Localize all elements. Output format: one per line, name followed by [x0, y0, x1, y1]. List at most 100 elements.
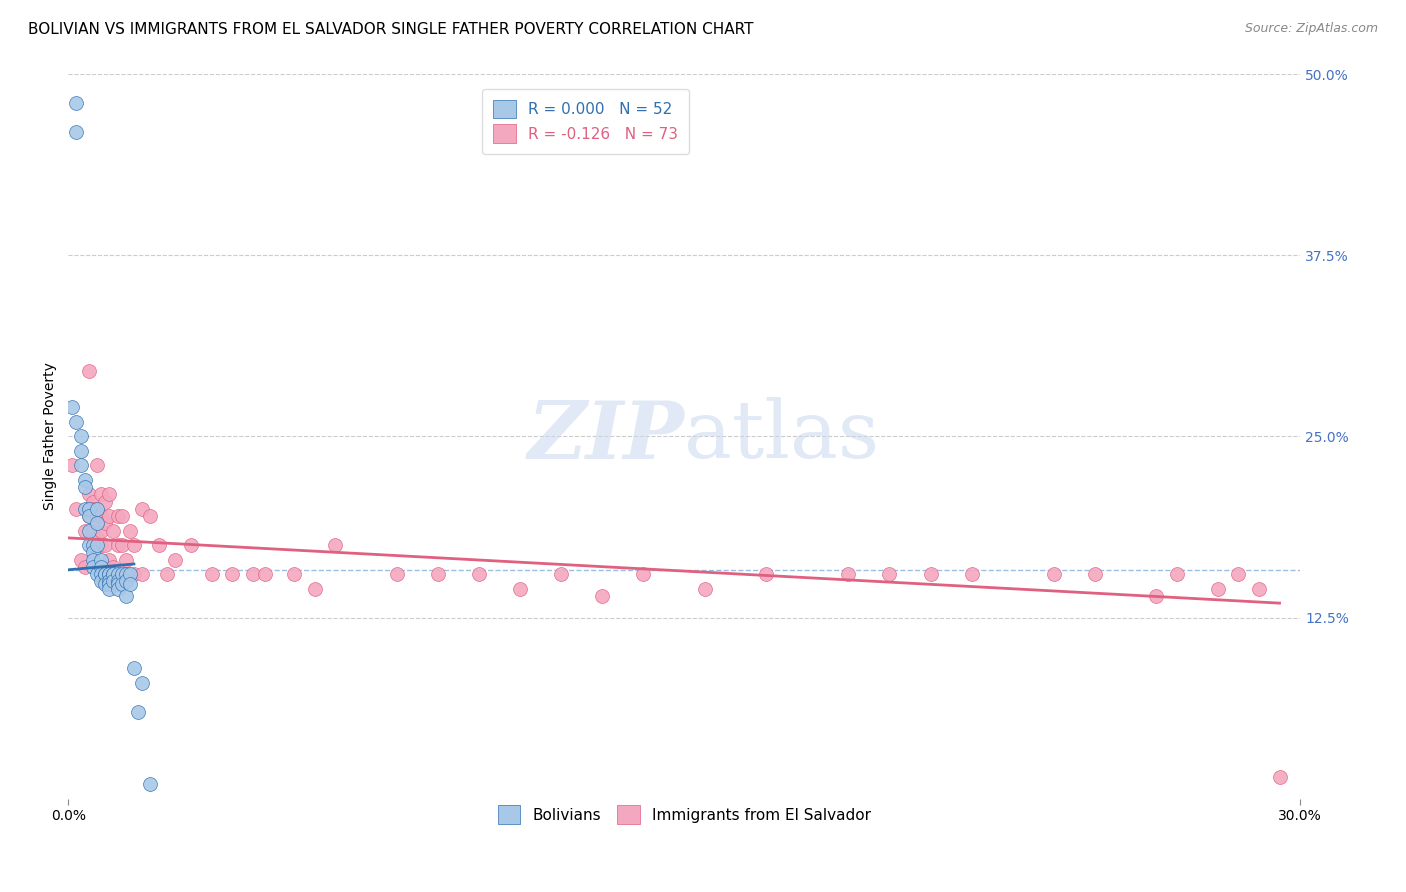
Text: atlas: atlas	[685, 398, 879, 475]
Point	[73, 502, 96, 516]
Y-axis label: Single Father Poverty: Single Father Poverty	[44, 362, 58, 510]
Point	[86, 531, 108, 545]
Point	[509, 582, 531, 596]
Point	[163, 552, 186, 566]
Point	[90, 560, 112, 574]
Point	[131, 567, 153, 582]
Point	[90, 487, 112, 501]
Text: ZIP: ZIP	[527, 398, 685, 475]
Point	[837, 567, 859, 582]
Point	[98, 577, 121, 591]
Point	[127, 705, 149, 719]
Point	[86, 458, 108, 473]
Point	[60, 458, 83, 473]
Point	[103, 524, 125, 538]
Point	[69, 458, 91, 473]
Point	[114, 574, 136, 589]
Point	[1084, 567, 1107, 582]
Point	[107, 582, 129, 596]
Point	[283, 567, 305, 582]
Point	[65, 125, 87, 139]
Point	[86, 509, 108, 524]
Point	[98, 582, 121, 596]
Point	[110, 567, 132, 582]
Point	[82, 552, 104, 566]
Point	[94, 538, 117, 552]
Point	[107, 567, 129, 582]
Point	[131, 676, 153, 690]
Point	[139, 777, 162, 791]
Point	[90, 538, 112, 552]
Point	[94, 494, 117, 508]
Point	[77, 538, 100, 552]
Point	[103, 567, 125, 582]
Point	[98, 552, 121, 566]
Point	[591, 589, 613, 603]
Point	[118, 524, 141, 538]
Point	[385, 567, 408, 582]
Point	[69, 429, 91, 443]
Point	[90, 574, 112, 589]
Point	[90, 509, 112, 524]
Point	[107, 509, 129, 524]
Point	[86, 516, 108, 531]
Point	[118, 577, 141, 591]
Point	[755, 567, 778, 582]
Point	[82, 560, 104, 574]
Point	[65, 502, 87, 516]
Point	[1144, 589, 1167, 603]
Point	[69, 444, 91, 458]
Point	[77, 509, 100, 524]
Point	[86, 567, 108, 582]
Point	[242, 567, 264, 582]
Point	[426, 567, 449, 582]
Point	[69, 552, 91, 566]
Point	[550, 567, 572, 582]
Point	[1206, 582, 1229, 596]
Point	[82, 502, 104, 516]
Point	[103, 560, 125, 574]
Legend: Bolivians, Immigrants from El Salvador: Bolivians, Immigrants from El Salvador	[486, 795, 882, 835]
Point	[82, 538, 104, 552]
Point	[110, 538, 132, 552]
Point	[94, 567, 117, 582]
Point	[107, 574, 129, 589]
Point	[82, 545, 104, 559]
Point	[94, 577, 117, 591]
Point	[180, 538, 202, 552]
Point	[114, 567, 136, 582]
Point	[107, 538, 129, 552]
Point	[90, 524, 112, 538]
Point	[98, 567, 121, 582]
Point	[98, 567, 121, 582]
Point	[122, 661, 145, 675]
Point	[1042, 567, 1064, 582]
Point	[77, 524, 100, 538]
Point	[65, 415, 87, 429]
Point	[148, 538, 170, 552]
Point	[114, 552, 136, 566]
Point	[323, 538, 346, 552]
Point	[82, 494, 104, 508]
Point	[960, 567, 983, 582]
Point	[201, 567, 224, 582]
Point	[86, 502, 108, 516]
Point	[90, 560, 112, 574]
Point	[98, 509, 121, 524]
Point	[77, 364, 100, 378]
Point	[131, 502, 153, 516]
Point	[60, 401, 83, 415]
Text: Source: ZipAtlas.com: Source: ZipAtlas.com	[1244, 22, 1378, 36]
Point	[107, 577, 129, 591]
Point	[122, 538, 145, 552]
Point	[94, 567, 117, 582]
Point	[77, 509, 100, 524]
Point	[82, 538, 104, 552]
Point	[693, 582, 716, 596]
Point	[254, 567, 277, 582]
Text: BOLIVIAN VS IMMIGRANTS FROM EL SALVADOR SINGLE FATHER POVERTY CORRELATION CHART: BOLIVIAN VS IMMIGRANTS FROM EL SALVADOR …	[28, 22, 754, 37]
Point	[118, 567, 141, 582]
Point	[1268, 770, 1291, 784]
Point	[1247, 582, 1270, 596]
Point	[98, 487, 121, 501]
